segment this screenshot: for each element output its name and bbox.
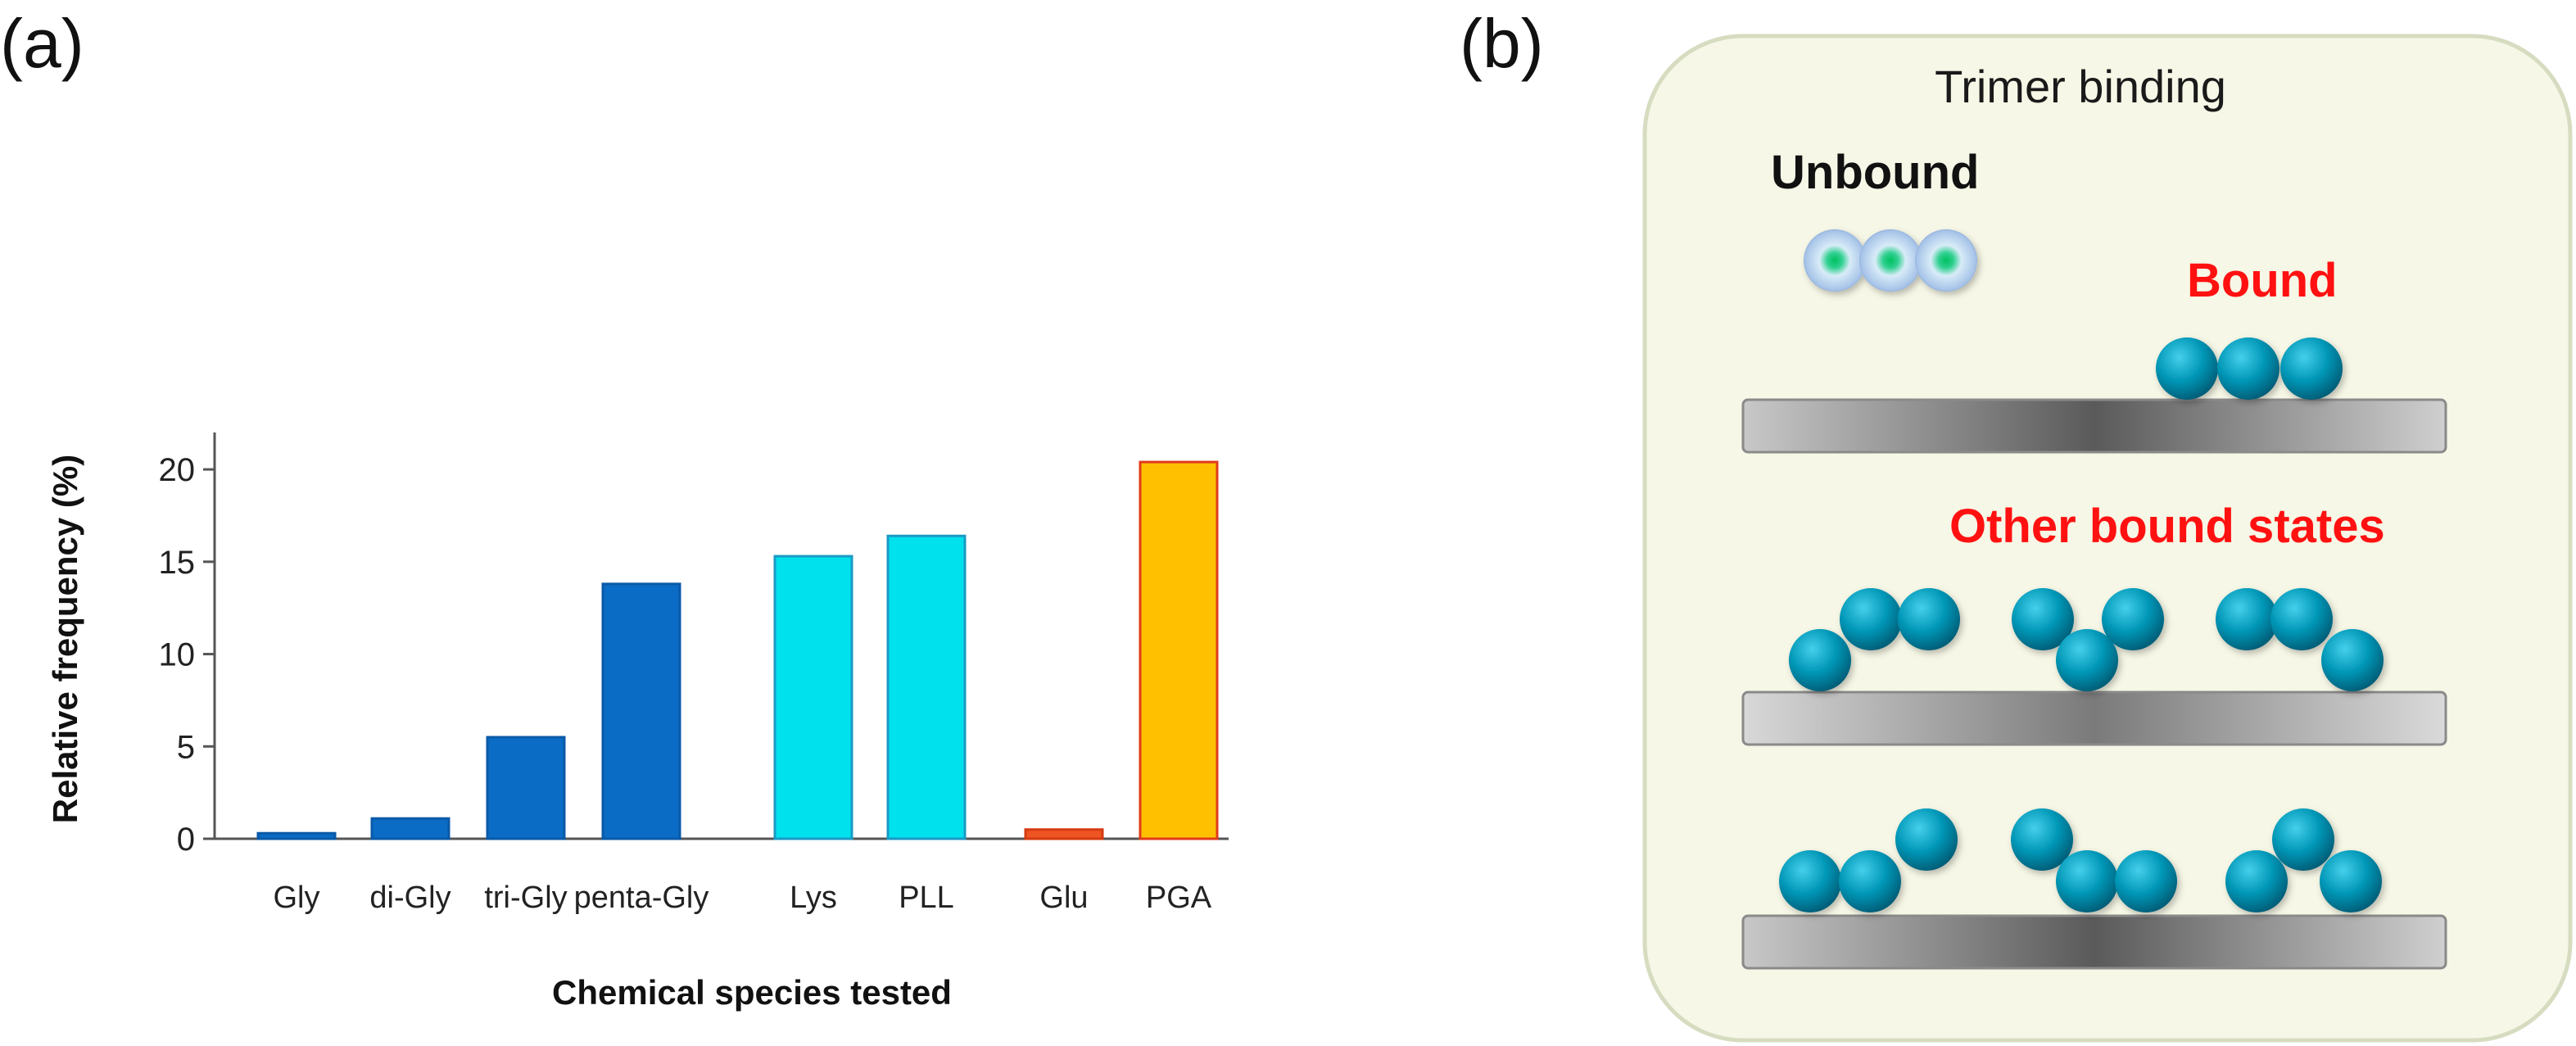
bound-trimer <box>2216 588 2384 691</box>
surface-bar <box>1741 914 2447 970</box>
x-axis-title: Chemical species tested <box>552 973 952 1012</box>
x-tick-label-lys: Lys <box>790 881 837 915</box>
bar-glu <box>1024 828 1104 840</box>
x-tick-label-glu: Glu <box>1039 881 1088 915</box>
bar-lys <box>773 555 853 840</box>
unbound-bead <box>1915 229 1977 292</box>
bound-trimer <box>1779 808 1958 912</box>
bound-trimer <box>2012 588 2164 691</box>
y-tick-label: 5 <box>177 729 195 765</box>
bound-trimer <box>2225 808 2382 912</box>
bead <box>1840 588 1902 650</box>
bead <box>2012 588 2074 650</box>
bead <box>2216 588 2278 650</box>
x-category-labels: Gly di-Gly tri-Gly penta-Gly Lys PLL Glu PGA <box>274 881 1212 915</box>
x-tick-label-di-gly: di-Gly <box>369 881 450 915</box>
y-tick-label: 15 <box>159 545 196 581</box>
bead <box>2280 337 2343 400</box>
bead <box>1839 850 1901 912</box>
bead <box>2102 588 2164 650</box>
bar-pll <box>886 534 967 840</box>
y-tick-label: 20 <box>159 452 196 488</box>
bead <box>2011 808 2073 871</box>
bead <box>1895 808 1958 871</box>
bound-trimer <box>1789 588 1960 691</box>
unbound-trimer <box>1804 229 1977 292</box>
trimer-binding-diagram: Trimer binding Unbound Bound Other bound… <box>1642 34 2573 1043</box>
x-tick-label-pga: PGA <box>1146 881 1212 915</box>
x-tick-label-gly: Gly <box>274 881 320 915</box>
bead <box>2156 337 2218 400</box>
bead <box>2272 808 2334 871</box>
bead <box>2270 588 2333 650</box>
bound-trimer <box>2011 808 2177 912</box>
x-tick-label-penta-gly: penta-Gly <box>574 881 709 915</box>
bead <box>2056 629 2118 691</box>
bound-trimer <box>2156 337 2343 400</box>
bead <box>1779 850 1841 912</box>
bar-chart: 0 5 10 15 20 Gly di-Gly tri-Gly penta-Gly Lys PLL… <box>46 432 1229 1012</box>
y-tick-label: 10 <box>159 637 196 673</box>
y-tick-label: 0 <box>177 822 195 858</box>
surface-bar <box>1741 398 2447 454</box>
bead <box>1898 588 1960 650</box>
y-axis-title: Relative frequency (%) <box>46 455 84 823</box>
bead <box>2217 337 2279 400</box>
bar-penta-gly <box>601 582 681 840</box>
y-ticks: 0 5 10 15 20 <box>159 452 215 858</box>
unbound-bead <box>1859 229 1922 292</box>
panel-label-b: (b) <box>1460 5 1544 82</box>
bead <box>2056 850 2118 912</box>
bound-label: Bound <box>2187 254 2338 307</box>
x-tick-label-tri-gly: tri-Gly <box>484 881 567 915</box>
bar-pga <box>1139 460 1219 840</box>
bars <box>256 460 1219 840</box>
unbound-bead <box>1804 229 1866 292</box>
panel-label-a: (a) <box>0 5 84 82</box>
bead <box>1789 629 1851 691</box>
other-bound-states-label: Other bound states <box>1949 500 2385 553</box>
bar-tri-gly <box>486 736 566 840</box>
bead <box>2320 850 2382 912</box>
x-tick-label-pll: PLL <box>899 881 954 915</box>
unbound-label: Unbound <box>1771 146 1979 199</box>
bar-gly <box>256 831 337 840</box>
bar-di-gly <box>370 817 450 840</box>
bead <box>2115 850 2177 912</box>
surface-bar <box>1741 691 2447 746</box>
bead <box>2225 850 2288 912</box>
bead <box>2321 629 2384 691</box>
diagram-title: Trimer binding <box>1935 61 2226 112</box>
